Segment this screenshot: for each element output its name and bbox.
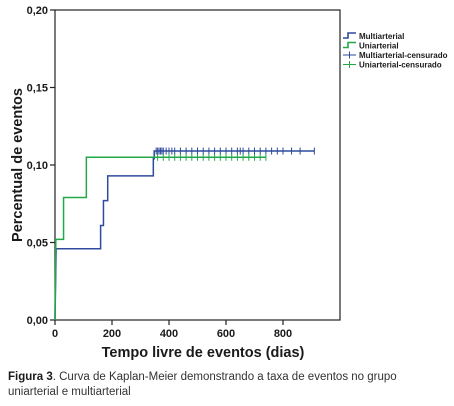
caption-text: . Curva de Kaplan-Meier demonstrando a t… — [8, 371, 397, 398]
x-axis: 0 200 400 600 800 — [52, 320, 292, 340]
x-tick-label: 200 — [103, 328, 121, 340]
series-layer — [54, 147, 315, 321]
legend-label: Multiarterial — [359, 32, 404, 41]
legend-item: Uniarterial — [343, 42, 399, 51]
x-tick-label: 600 — [217, 328, 235, 340]
y-tick-label: 0,15 — [27, 83, 48, 95]
y-axis: 0,00 0,05 0,10 0,15 0,20 — [27, 5, 55, 327]
x-tick-label: 800 — [274, 328, 292, 340]
legend-swatch — [343, 32, 356, 39]
legend-swatch — [343, 41, 356, 49]
y-axis-title: Percentual de eventos — [10, 88, 26, 242]
legend: MultiarterialUniarterialMultiarterial-ce… — [343, 32, 448, 70]
legend-label: Multiarterial-censurado — [359, 51, 448, 60]
legend-item: Multiarterial-censurado — [343, 51, 448, 60]
plot-area — [54, 9, 341, 321]
caption-label: Figura 3 — [8, 371, 53, 383]
y-tick-label: 0,05 — [27, 238, 48, 250]
kaplan-meier-chart: 0 200 400 600 800 0,00 0,05 0,10 0,15 0,20 Tempo… — [10, 5, 448, 361]
figure-caption: Figura 3. Curva de Kaplan-Meier demonstr… — [8, 370, 448, 400]
y-tick-label: 0,10 — [27, 160, 48, 172]
series-line-uniarterial — [54, 156, 266, 321]
x-tick-label: 400 — [160, 328, 178, 340]
x-axis-title: Tempo livre de eventos (dias) — [102, 345, 305, 361]
legend-item: Uniarterial-censurado — [343, 61, 442, 70]
legend-label: Uniarterial-censurado — [359, 61, 442, 70]
y-tick-label: 0,00 — [27, 315, 48, 327]
legend-label: Uniarterial — [359, 42, 399, 51]
x-tick-label: 0 — [52, 328, 58, 340]
legend-item: Multiarterial — [343, 32, 404, 41]
series-line-multiarterial — [54, 150, 315, 321]
y-tick-label: 0,20 — [27, 5, 48, 17]
